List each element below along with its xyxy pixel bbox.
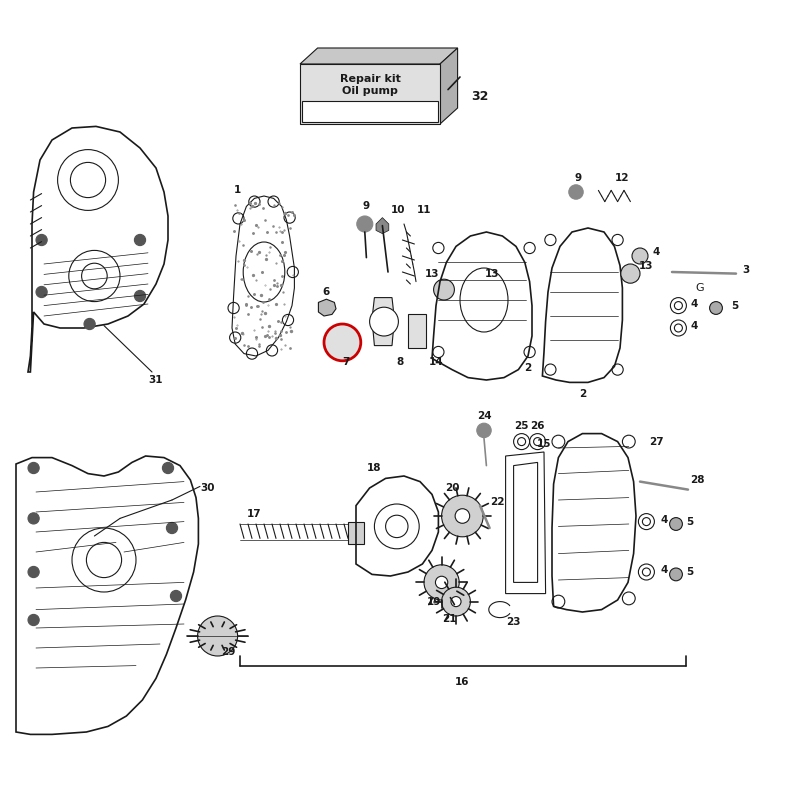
Circle shape — [451, 597, 461, 606]
Circle shape — [632, 248, 648, 264]
Text: 23: 23 — [506, 618, 521, 627]
Text: 11: 11 — [417, 205, 431, 214]
Circle shape — [569, 185, 583, 199]
Circle shape — [134, 234, 146, 246]
Polygon shape — [318, 299, 336, 316]
Circle shape — [434, 279, 454, 300]
FancyBboxPatch shape — [348, 522, 364, 544]
FancyBboxPatch shape — [302, 101, 438, 122]
Polygon shape — [300, 64, 440, 124]
Text: 12: 12 — [615, 173, 630, 182]
Text: 25: 25 — [514, 421, 529, 430]
Circle shape — [710, 302, 722, 314]
Polygon shape — [373, 298, 394, 346]
Polygon shape — [376, 218, 389, 234]
Text: 5: 5 — [686, 517, 694, 526]
Text: 9: 9 — [574, 173, 581, 182]
Text: 2: 2 — [524, 363, 532, 373]
Circle shape — [28, 614, 39, 626]
Text: 7: 7 — [342, 357, 350, 366]
Text: 27: 27 — [649, 437, 663, 446]
Text: 8: 8 — [396, 357, 404, 366]
Circle shape — [357, 216, 373, 232]
Circle shape — [28, 513, 39, 524]
Text: 13: 13 — [425, 269, 439, 278]
Circle shape — [198, 616, 238, 656]
Text: 17: 17 — [247, 509, 262, 518]
Circle shape — [162, 462, 174, 474]
Text: 4: 4 — [690, 299, 698, 309]
Text: 13: 13 — [639, 261, 654, 270]
Text: 20: 20 — [445, 483, 459, 493]
Circle shape — [370, 307, 398, 336]
Text: 15: 15 — [537, 439, 551, 449]
Polygon shape — [514, 462, 538, 582]
Text: 10: 10 — [391, 205, 406, 214]
Text: 32: 32 — [471, 90, 489, 102]
Circle shape — [477, 423, 491, 438]
Ellipse shape — [460, 268, 508, 332]
Text: 28: 28 — [690, 475, 705, 485]
Text: 6: 6 — [322, 287, 330, 297]
Text: 21: 21 — [442, 614, 457, 624]
Circle shape — [670, 518, 682, 530]
Text: 16: 16 — [455, 677, 470, 686]
Polygon shape — [300, 48, 458, 64]
Polygon shape — [440, 48, 458, 124]
Text: 24: 24 — [477, 411, 491, 421]
Circle shape — [170, 590, 182, 602]
Text: 4: 4 — [660, 565, 668, 574]
Ellipse shape — [243, 242, 285, 302]
Text: G: G — [696, 283, 704, 293]
Circle shape — [36, 234, 47, 246]
Circle shape — [442, 587, 470, 616]
Circle shape — [28, 462, 39, 474]
Text: 2: 2 — [578, 389, 586, 398]
Text: 31: 31 — [149, 375, 163, 385]
Circle shape — [28, 566, 39, 578]
Circle shape — [134, 290, 146, 302]
Text: 5: 5 — [730, 301, 738, 310]
Text: 9: 9 — [363, 202, 370, 211]
Text: 22: 22 — [490, 498, 505, 507]
Text: 5: 5 — [686, 567, 694, 577]
Circle shape — [455, 509, 470, 523]
Text: 4: 4 — [690, 322, 698, 331]
Text: 14: 14 — [429, 357, 443, 366]
Text: 1: 1 — [234, 186, 242, 195]
Text: 4: 4 — [652, 247, 660, 257]
Circle shape — [84, 318, 95, 330]
Circle shape — [621, 264, 640, 283]
Circle shape — [442, 495, 483, 537]
Text: 29: 29 — [221, 647, 235, 657]
Circle shape — [324, 324, 361, 361]
Circle shape — [166, 522, 178, 534]
FancyBboxPatch shape — [408, 314, 426, 348]
Text: 26: 26 — [530, 421, 545, 430]
Text: 19: 19 — [426, 597, 441, 606]
Text: Repair kit: Repair kit — [339, 74, 401, 84]
Text: Oil pump: Oil pump — [342, 86, 398, 96]
Text: 3: 3 — [742, 266, 750, 275]
Circle shape — [435, 576, 448, 589]
Text: 4: 4 — [660, 515, 668, 525]
Text: 18: 18 — [367, 463, 382, 473]
Circle shape — [670, 568, 682, 581]
Text: 30: 30 — [201, 483, 215, 493]
Circle shape — [470, 279, 490, 300]
Circle shape — [424, 565, 459, 600]
Circle shape — [36, 286, 47, 298]
Text: 13: 13 — [485, 269, 499, 278]
